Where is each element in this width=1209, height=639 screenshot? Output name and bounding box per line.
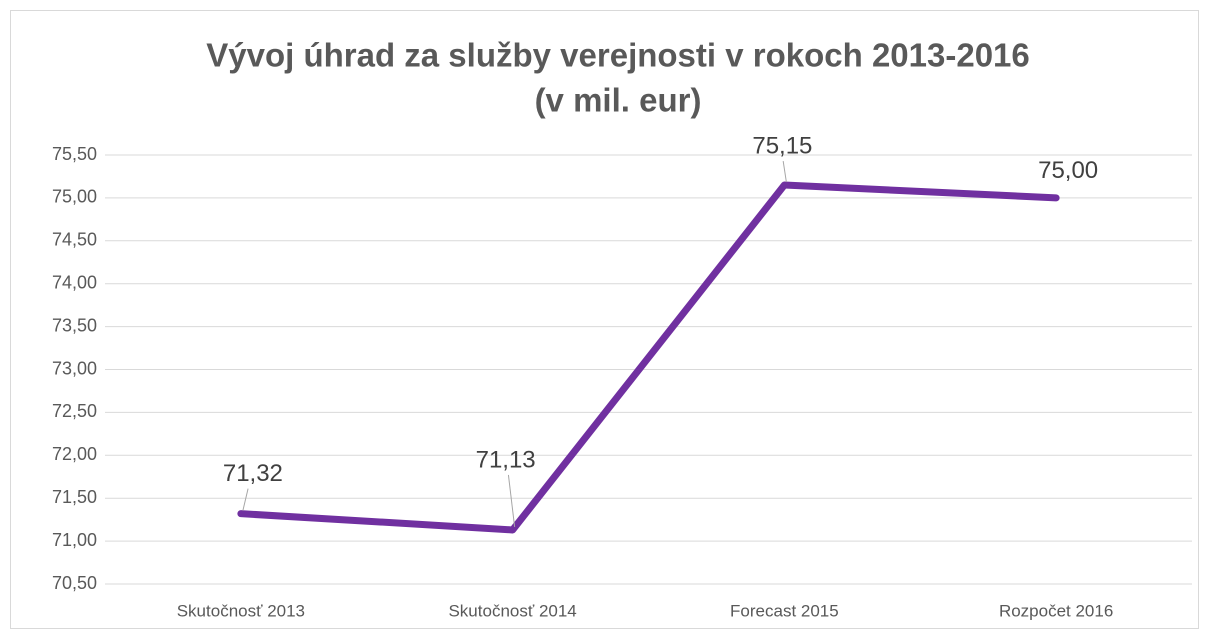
y-tick-label: 72,00 xyxy=(52,444,97,464)
leader-line xyxy=(782,160,787,183)
chart-border xyxy=(10,10,1199,629)
chart-title: Vývoj úhrad za služby verejnosti v rokoc… xyxy=(206,37,1030,74)
x-tick-label: Forecast 2015 xyxy=(730,601,839,620)
data-label: 75,15 xyxy=(752,132,812,159)
y-tick-label: 74,00 xyxy=(52,272,97,292)
line-series xyxy=(237,181,1060,534)
y-tick-label: 73,00 xyxy=(52,358,97,378)
x-tick-label: Skutočnosť 2014 xyxy=(448,601,576,620)
y-tick-label: 71,00 xyxy=(52,530,97,550)
y-tick-label: 70,50 xyxy=(52,573,97,593)
y-tick-label: 75,50 xyxy=(52,144,97,164)
data-label: 71,13 xyxy=(476,446,536,473)
y-tick-label: 75,00 xyxy=(52,187,97,207)
y-tick-label: 72,50 xyxy=(52,401,97,421)
y-tick-label: 73,50 xyxy=(52,315,97,335)
x-tick-label: Rozpočet 2016 xyxy=(999,601,1113,620)
y-tick-label: 71,50 xyxy=(52,487,97,507)
data-label: 71,32 xyxy=(223,460,283,487)
data-label: 75,00 xyxy=(1038,157,1098,184)
leader-line xyxy=(507,474,516,528)
leader-line xyxy=(242,488,249,511)
chart-title: (v mil. eur) xyxy=(535,82,702,119)
y-tick-label: 74,50 xyxy=(52,230,97,250)
x-tick-label: Skutočnosť 2013 xyxy=(177,601,305,620)
